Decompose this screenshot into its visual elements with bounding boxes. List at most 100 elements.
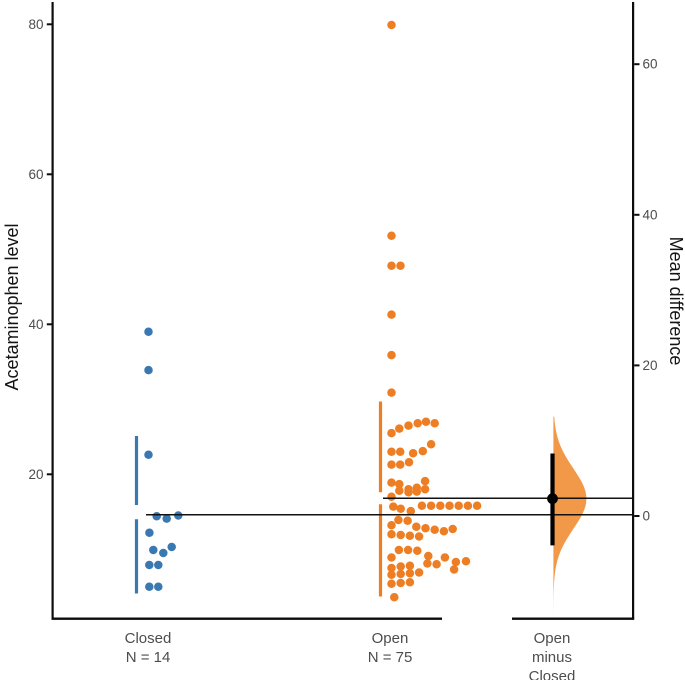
open-data-point	[387, 570, 396, 580]
open-data-point	[387, 553, 396, 562]
open-data-point	[445, 501, 454, 511]
open-data-point	[387, 478, 396, 487]
left-axis-tick-label: 40	[28, 317, 43, 332]
open-data-point	[387, 350, 396, 360]
open-data-point	[413, 546, 422, 556]
bootstrap-distribution-violin	[553, 416, 587, 626]
open-data-point	[451, 557, 461, 567]
open-data-point	[390, 593, 399, 602]
open-data-point	[394, 515, 403, 525]
right-axis-tick-label: 60	[643, 57, 658, 72]
closed-data-point	[145, 528, 154, 538]
open-data-point	[420, 485, 430, 494]
open-data-point	[430, 525, 439, 535]
open-data-point	[454, 501, 463, 511]
open-data-point	[396, 504, 405, 514]
open-data-point	[396, 530, 405, 540]
open-data-point	[440, 553, 450, 562]
open-data-point	[426, 501, 436, 511]
open-data-point	[417, 501, 427, 511]
left-axis-tick-label: 80	[28, 17, 43, 32]
open-data-point	[405, 531, 415, 541]
mean-difference-dot	[547, 493, 558, 505]
bottom-spine-raw-panel	[51, 617, 442, 620]
x-axis-group-label: N = 14	[126, 649, 171, 666]
open-data-point	[395, 447, 405, 457]
open-data-point	[472, 501, 482, 511]
open-data-point	[413, 419, 422, 428]
open-data-point	[463, 501, 473, 511]
open-data-point	[403, 545, 413, 555]
x-axis-group-label: Closed	[125, 630, 172, 647]
open-swarm	[387, 20, 482, 602]
right-axis-tick-label: 0	[643, 509, 651, 524]
open-data-point	[395, 479, 404, 489]
open-data-point	[387, 563, 396, 573]
open-data-point	[396, 261, 405, 271]
open-data-point	[387, 492, 396, 502]
open-data-point	[406, 506, 416, 516]
closed-data-point	[145, 560, 154, 570]
x-axis-group-label: N = 75	[368, 649, 413, 666]
closed-swarm	[144, 327, 183, 592]
closed-data-point	[154, 582, 163, 592]
closed-data-point	[149, 545, 158, 555]
open-data-point	[387, 231, 396, 241]
open-data-point	[387, 388, 396, 397]
closed-data-point	[144, 365, 153, 375]
open-data-point	[396, 578, 405, 588]
open-data-point	[421, 524, 430, 533]
open-data-point	[387, 521, 396, 530]
open-data-point	[396, 562, 405, 571]
right-axis-title: Mean difference	[666, 237, 685, 366]
group-sd-lines-layer	[134, 401, 383, 597]
open-data-point	[387, 20, 396, 30]
open-data-point	[426, 440, 436, 449]
x-axis-group-label: Open	[372, 630, 409, 647]
difference-violin-layer	[553, 416, 587, 626]
closed-data-point	[152, 512, 161, 521]
open-data-point	[396, 569, 405, 579]
open-data-point	[405, 578, 415, 587]
axis-ticks-layer: 80 60 40 20 60 40 20 0	[28, 17, 657, 524]
open-data-point	[404, 421, 413, 430]
open-data-point	[395, 486, 404, 496]
closed-data-point	[162, 514, 171, 523]
open-data-point	[387, 310, 396, 319]
open-data-point	[405, 569, 415, 578]
open-data-point	[439, 527, 449, 536]
open-data-point	[424, 551, 433, 561]
open-data-point	[430, 419, 439, 428]
right-spine	[632, 2, 635, 619]
open-data-point	[404, 488, 413, 497]
closed-data-point	[144, 450, 153, 460]
x-axis-group-label: minus	[532, 649, 572, 666]
panel-spines	[51, 2, 635, 620]
closed-data-point	[145, 582, 154, 592]
open-data-point	[418, 446, 428, 456]
open-data-point	[389, 502, 398, 511]
open-data-point	[387, 261, 396, 271]
right-axis-tick-label: 40	[643, 207, 658, 222]
x-axis-group-label: Open	[534, 630, 571, 647]
group-labels-layer: Closed N = 14 Open N = 75 Open minus Closed	[125, 630, 576, 680]
open-data-point	[423, 559, 432, 568]
left-axis-tick-label: 60	[28, 167, 43, 182]
open-data-point	[387, 530, 396, 539]
left-spine	[51, 2, 54, 619]
open-data-point	[395, 460, 405, 469]
open-data-point	[387, 579, 396, 589]
left-axis-tick-label: 20	[28, 467, 43, 482]
open-data-point	[414, 532, 424, 541]
left-axis-title: Acetaminophen level	[2, 223, 22, 390]
open-data-point	[421, 417, 431, 427]
right-axis-tick-label: 20	[643, 358, 658, 373]
open-data-point	[448, 524, 457, 534]
open-data-point	[387, 460, 396, 469]
open-data-point	[432, 560, 441, 569]
open-data-point	[408, 449, 418, 458]
open-data-point	[403, 516, 412, 526]
closed-data-point	[154, 560, 163, 570]
